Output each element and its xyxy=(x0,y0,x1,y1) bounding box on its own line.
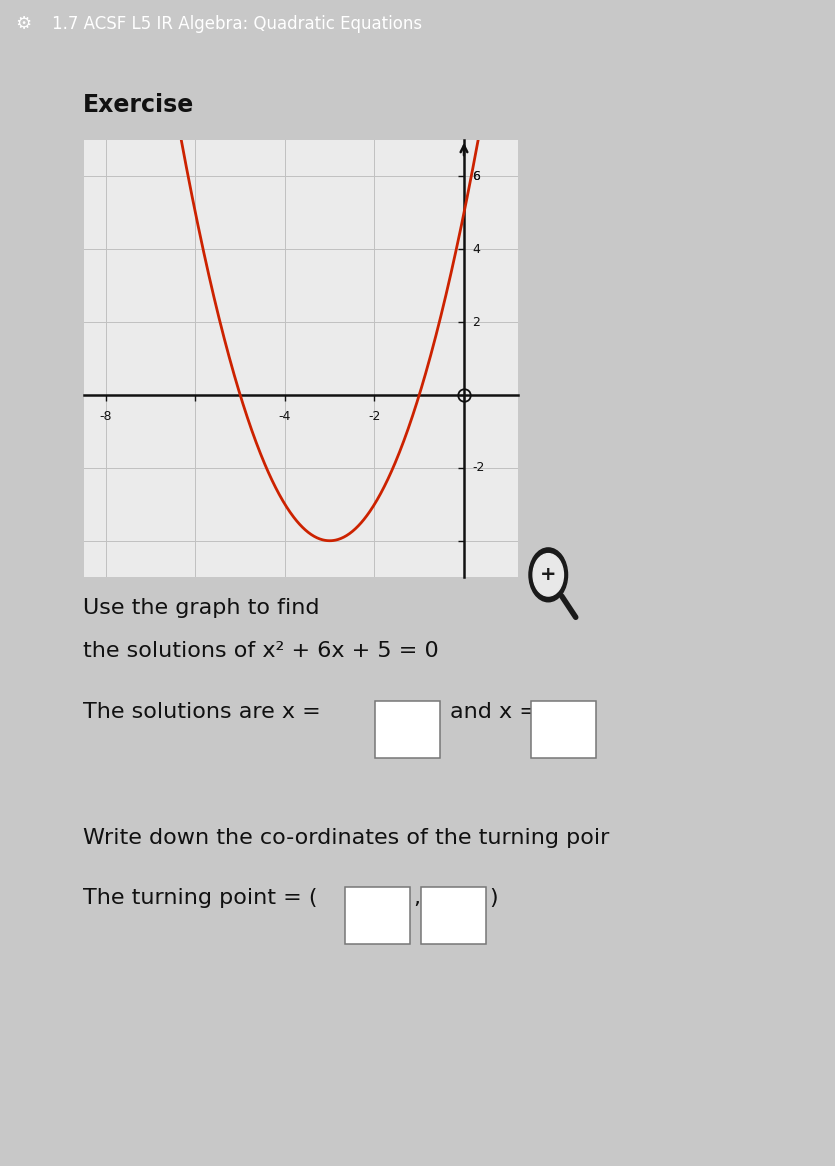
Text: -4: -4 xyxy=(279,409,291,422)
Text: The turning point = (: The turning point = ( xyxy=(83,888,317,908)
FancyBboxPatch shape xyxy=(375,701,440,758)
Circle shape xyxy=(533,554,564,596)
Text: ⚙: ⚙ xyxy=(15,15,32,34)
Text: -2: -2 xyxy=(368,409,381,422)
Text: Use the graph to find: Use the graph to find xyxy=(83,598,319,618)
Text: +: + xyxy=(540,566,556,584)
Text: Here is the graph of : x² + 6x + 5: Here is the graph of : x² + 6x + 5 xyxy=(83,148,456,168)
Text: ,: , xyxy=(413,888,420,908)
Text: 6: 6 xyxy=(472,170,480,183)
Text: the solutions of x² + 6x + 5 = 0: the solutions of x² + 6x + 5 = 0 xyxy=(83,641,438,661)
FancyBboxPatch shape xyxy=(421,887,485,944)
FancyBboxPatch shape xyxy=(531,701,595,758)
Text: The solutions are x =: The solutions are x = xyxy=(83,702,321,722)
Text: 4: 4 xyxy=(472,243,480,255)
Text: Exercise: Exercise xyxy=(83,93,194,118)
Text: -8: -8 xyxy=(99,409,112,422)
Text: and x =: and x = xyxy=(450,702,538,722)
FancyBboxPatch shape xyxy=(345,887,409,944)
Circle shape xyxy=(529,548,568,602)
Text: 1.7 ACSF L5 IR Algebra: Quadratic Equations: 1.7 ACSF L5 IR Algebra: Quadratic Equati… xyxy=(52,15,422,34)
Text: 6: 6 xyxy=(472,170,480,183)
Text: ): ) xyxy=(489,888,498,908)
Text: 2: 2 xyxy=(472,316,480,329)
Text: -2: -2 xyxy=(472,462,484,475)
Text: Write down the co-ordinates of the turning poir: Write down the co-ordinates of the turni… xyxy=(83,828,610,848)
